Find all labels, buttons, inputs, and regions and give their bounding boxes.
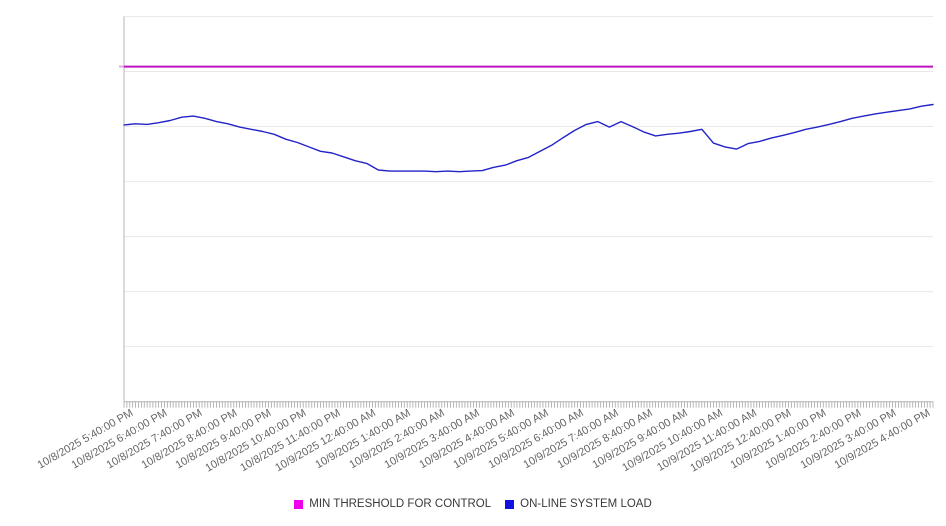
legend-label-min-threshold: MIN THRESHOLD FOR CONTROL [309,498,492,510]
legend-swatch-system-load-icon [505,499,515,509]
legend-swatch-min-threshold-icon [294,499,304,509]
legend-label-system-load: ON-LINE SYSTEM LOAD [520,498,652,510]
legend-item-system-load[interactable]: ON-LINE SYSTEM LOAD [505,498,652,510]
chart-legend: MIN THRESHOLD FOR CONTROL ON-LINE SYSTEM… [0,498,946,510]
on-line-system-load-series[interactable] [123,103,934,173]
legend-item-min-threshold[interactable]: MIN THRESHOLD FOR CONTROL [294,498,491,510]
